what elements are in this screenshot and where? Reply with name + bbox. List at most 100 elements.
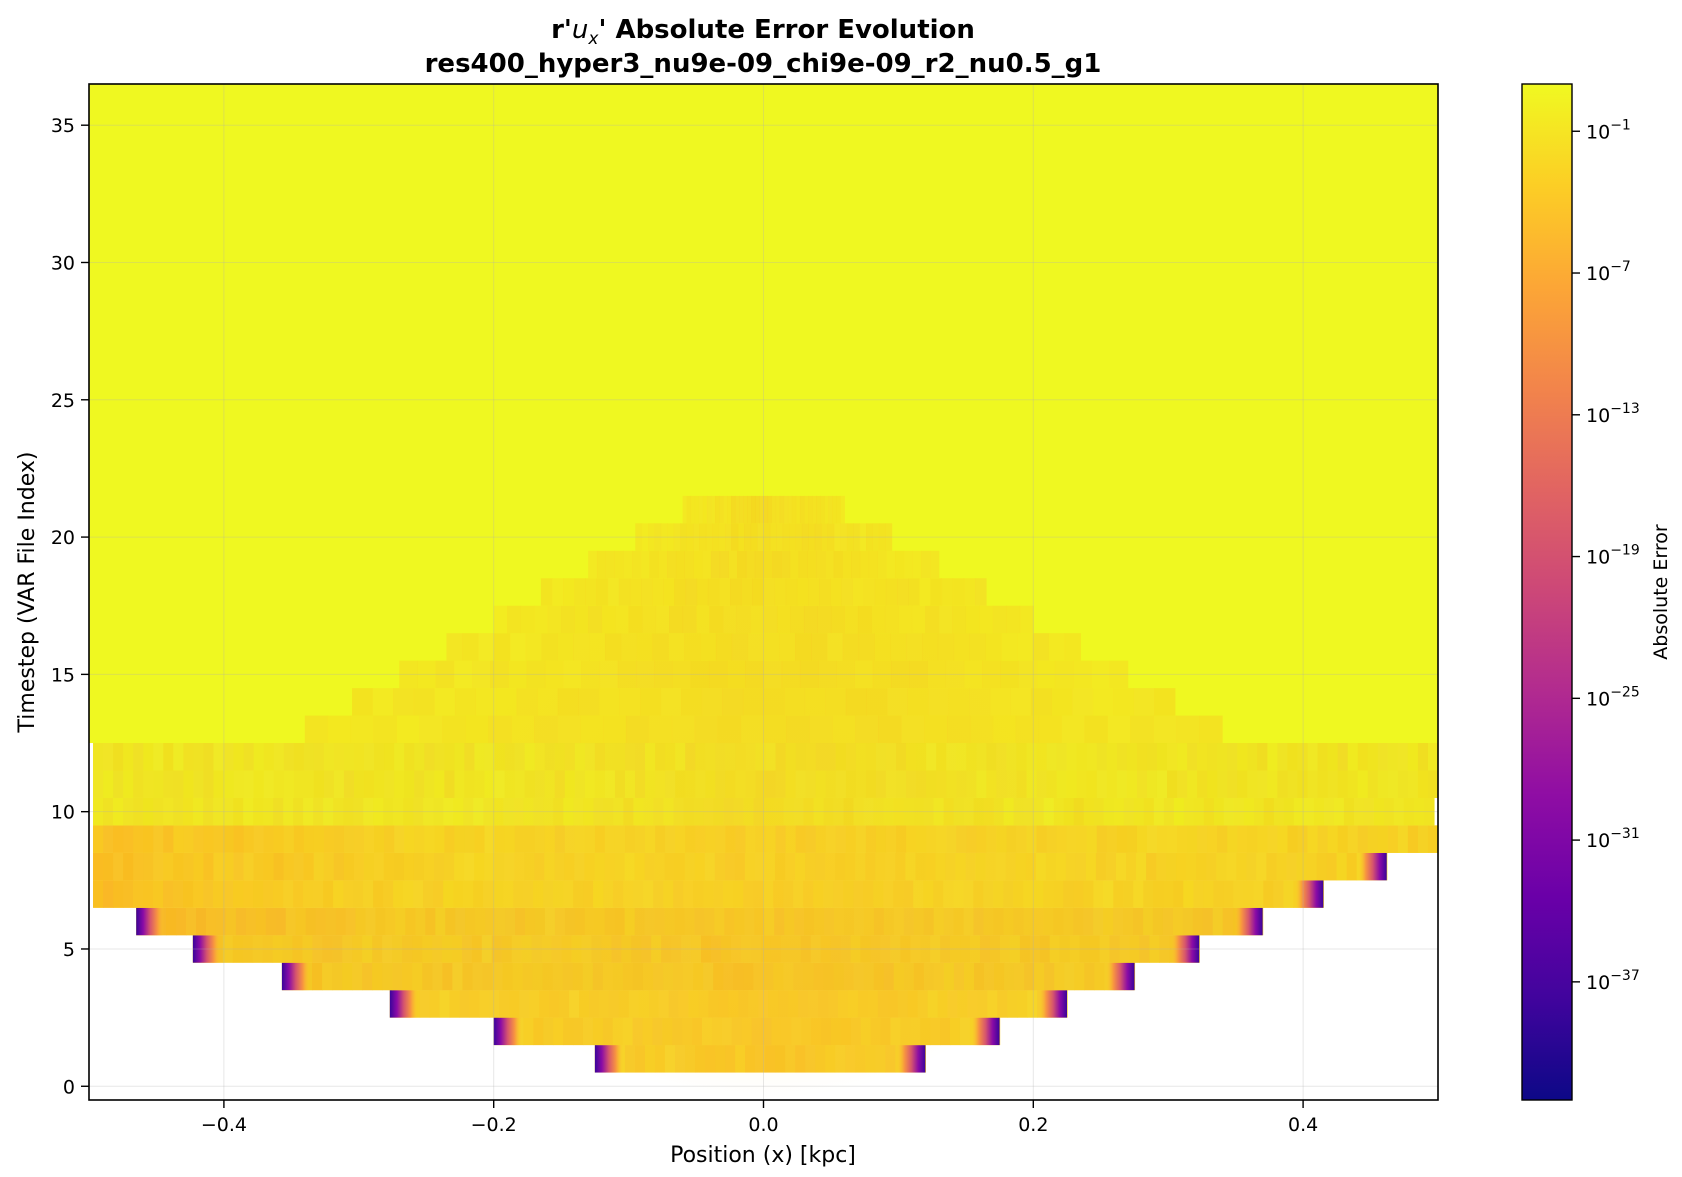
front-edge-right bbox=[1039, 990, 1068, 1018]
heatmap-cell bbox=[1216, 852, 1227, 881]
heatmap-cell bbox=[1266, 852, 1278, 881]
heatmap-cell bbox=[293, 770, 305, 798]
heatmap-cell bbox=[143, 880, 154, 908]
heatmap-cell bbox=[362, 962, 373, 991]
heatmap-cell bbox=[323, 743, 335, 771]
heatmap-cell bbox=[686, 523, 694, 551]
heatmap-cell bbox=[1119, 935, 1131, 963]
heatmap-cell bbox=[343, 880, 354, 908]
heatmap-cell bbox=[253, 880, 264, 908]
heatmap-cell bbox=[434, 825, 445, 853]
heatmap-cell bbox=[193, 797, 204, 826]
heatmap-cell bbox=[143, 852, 154, 881]
heatmap-cell bbox=[1063, 907, 1074, 936]
heatmap-cell bbox=[654, 523, 662, 551]
heatmap-cell bbox=[355, 907, 367, 936]
heatmap-cell bbox=[323, 852, 335, 881]
heatmap-cell bbox=[769, 523, 777, 551]
heatmap-cell bbox=[293, 852, 305, 881]
heatmap-cell bbox=[649, 550, 659, 579]
heatmap-cell bbox=[719, 550, 729, 579]
heatmap-cell bbox=[1377, 825, 1389, 853]
heatmap-cell bbox=[1156, 743, 1168, 771]
heatmap-cell bbox=[273, 797, 284, 826]
heatmap-cell bbox=[196, 907, 207, 936]
heatmap-cell bbox=[223, 797, 234, 826]
heatmap-row-t19 bbox=[588, 550, 940, 579]
front-edge-right bbox=[1171, 935, 1200, 963]
heatmap-cell bbox=[1317, 825, 1329, 853]
heatmap-cell bbox=[93, 880, 104, 908]
heatmap-cell bbox=[262, 935, 274, 963]
heatmap-cell bbox=[253, 852, 265, 881]
heatmap-cell bbox=[1357, 743, 1369, 771]
heatmap-cell bbox=[435, 660, 455, 689]
heatmap-cell bbox=[1413, 797, 1425, 826]
heatmap-cell bbox=[1283, 880, 1294, 908]
heatmap-cell bbox=[821, 523, 829, 551]
heatmap-cell bbox=[173, 743, 184, 771]
heatmap-cell bbox=[1197, 743, 1208, 771]
heatmap-cell bbox=[698, 495, 704, 524]
heatmap-cell bbox=[667, 523, 675, 551]
heatmap-cell bbox=[1347, 770, 1359, 798]
heatmap-cell bbox=[1397, 743, 1409, 771]
heatmap-cell bbox=[1187, 770, 1198, 798]
heatmap-cell bbox=[814, 523, 822, 551]
colorbar: 10−1 10−7 10−13 10−19 10−25 10−31 10−37 Absolu… bbox=[1521, 83, 1672, 1101]
heatmap-cell bbox=[859, 550, 870, 579]
colorbar-tick-label: 10−7 bbox=[1586, 259, 1631, 285]
heatmap-cell bbox=[824, 550, 835, 579]
heatmap-cell bbox=[313, 880, 324, 908]
heatmap-cell bbox=[775, 495, 781, 524]
heatmap-cell bbox=[403, 797, 414, 826]
heatmap-cell bbox=[1217, 770, 1228, 798]
heatmap-cell bbox=[133, 797, 144, 826]
heatmap-cell bbox=[799, 495, 805, 524]
x-tick-label: −0.4 bbox=[201, 1114, 247, 1136]
heatmap-cell bbox=[1213, 880, 1224, 908]
heatmap-cell bbox=[302, 935, 314, 963]
heatmap-cell bbox=[693, 550, 703, 579]
heatmap-cell bbox=[332, 962, 343, 991]
colorbar-tick-label: 10−1 bbox=[1586, 117, 1631, 143]
heatmap-cell bbox=[1346, 852, 1358, 881]
heatmap-cell bbox=[1064, 633, 1082, 661]
heatmap-cell bbox=[757, 523, 764, 551]
heatmap-cell bbox=[143, 825, 154, 853]
heatmap-cell bbox=[878, 523, 886, 551]
heatmap-cell bbox=[897, 578, 909, 606]
heatmap-cell bbox=[1203, 880, 1214, 908]
heatmap-cell bbox=[885, 578, 898, 606]
heatmap-cell bbox=[303, 797, 314, 826]
heatmap-cell bbox=[1036, 660, 1056, 689]
heatmap-cell bbox=[153, 825, 164, 853]
heatmap-cell bbox=[930, 550, 940, 579]
heatmap-cell bbox=[833, 550, 843, 579]
heatmap-cell bbox=[392, 935, 403, 963]
heatmap-cell bbox=[345, 907, 357, 936]
heatmap-cell bbox=[1387, 825, 1399, 853]
heatmap-cell bbox=[1347, 743, 1359, 771]
heatmap-cell bbox=[1283, 797, 1295, 826]
heatmap-cell bbox=[461, 935, 473, 963]
heatmap-cell bbox=[1303, 797, 1315, 826]
heatmap-cell bbox=[1103, 880, 1114, 908]
heatmap-cell bbox=[840, 495, 845, 524]
heatmap-cell bbox=[1163, 797, 1175, 826]
heatmap-cell bbox=[213, 743, 225, 771]
heatmap-cell bbox=[253, 797, 264, 826]
heatmap-cell bbox=[364, 825, 375, 853]
heatmap-cell bbox=[1153, 715, 1177, 744]
heatmap-cell bbox=[364, 770, 375, 798]
heatmap-cell bbox=[1061, 715, 1086, 744]
heatmap-cell bbox=[432, 935, 443, 963]
heatmap-cell bbox=[1237, 770, 1248, 798]
heatmap-cell bbox=[462, 633, 479, 661]
heatmap-cell bbox=[313, 852, 325, 881]
heatmap-cell bbox=[403, 880, 414, 908]
heatmap-cell bbox=[295, 907, 307, 936]
heatmap-cell bbox=[333, 852, 345, 881]
heatmap-cell bbox=[166, 907, 177, 936]
heatmap-cell bbox=[282, 935, 294, 963]
